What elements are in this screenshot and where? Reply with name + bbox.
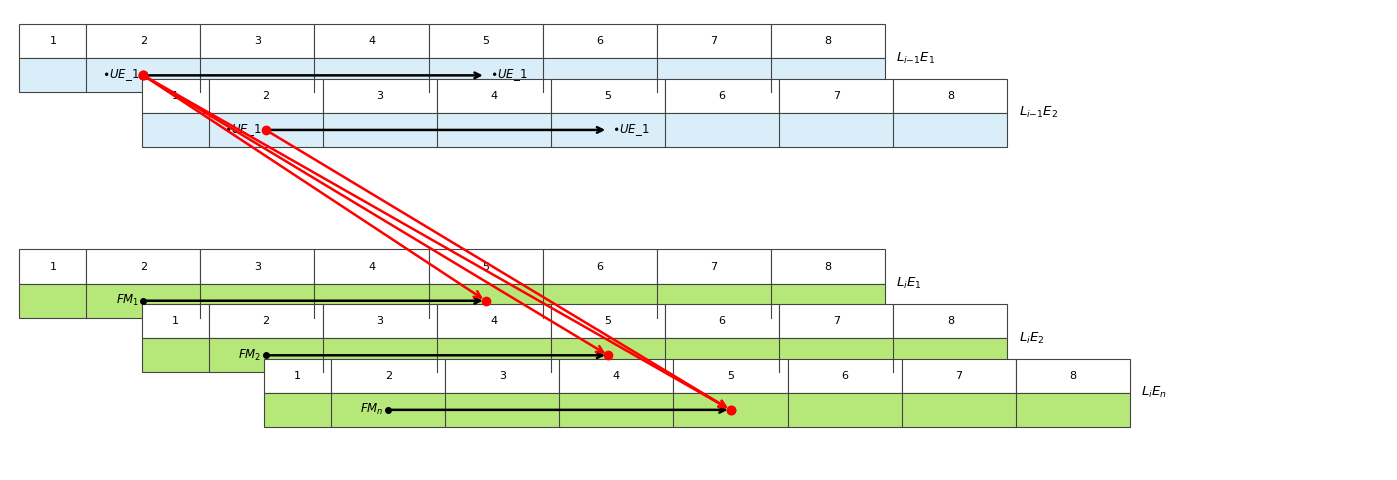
- Text: 4: 4: [490, 91, 497, 101]
- Bar: [437, 79, 550, 113]
- Bar: [673, 359, 788, 393]
- Text: 2: 2: [140, 36, 147, 46]
- Text: $FM_n$: $FM_n$: [360, 402, 384, 418]
- Text: 4: 4: [613, 371, 620, 381]
- Bar: [208, 304, 323, 338]
- Text: $\bullet UE\_1$: $\bullet UE\_1$: [612, 122, 650, 138]
- Bar: [142, 304, 208, 338]
- Bar: [665, 79, 780, 113]
- Bar: [264, 393, 1130, 427]
- Text: 7: 7: [956, 371, 963, 381]
- Text: 1: 1: [295, 371, 302, 381]
- Bar: [429, 250, 542, 284]
- Text: 8: 8: [947, 91, 954, 101]
- Text: 5: 5: [482, 262, 489, 272]
- Text: $L_iE_1$: $L_iE_1$: [895, 276, 922, 291]
- Text: 1: 1: [49, 36, 56, 46]
- Text: 6: 6: [597, 262, 604, 272]
- Text: 4: 4: [367, 36, 374, 46]
- Bar: [323, 79, 437, 113]
- Bar: [1016, 359, 1130, 393]
- Text: 8: 8: [824, 36, 831, 46]
- Bar: [542, 250, 657, 284]
- Text: $L_{i{-}1}E_1$: $L_{i{-}1}E_1$: [895, 51, 936, 66]
- Text: 3: 3: [376, 91, 383, 101]
- Text: 8: 8: [1069, 371, 1076, 381]
- Text: 1: 1: [172, 316, 179, 326]
- Text: 7: 7: [833, 316, 840, 326]
- Bar: [87, 250, 200, 284]
- Bar: [446, 359, 559, 393]
- Text: 3: 3: [376, 316, 383, 326]
- Bar: [200, 250, 314, 284]
- Bar: [542, 24, 657, 58]
- Text: $\bullet UE\_1$: $\bullet UE\_1$: [102, 67, 140, 84]
- Bar: [264, 359, 331, 393]
- Text: 3: 3: [499, 371, 506, 381]
- Bar: [780, 304, 893, 338]
- Text: 5: 5: [482, 36, 489, 46]
- Bar: [331, 359, 446, 393]
- Text: 7: 7: [710, 262, 718, 272]
- Bar: [314, 24, 429, 58]
- Bar: [200, 24, 314, 58]
- Text: 2: 2: [384, 371, 391, 381]
- Text: 5: 5: [726, 371, 733, 381]
- Bar: [323, 304, 437, 338]
- Bar: [20, 284, 884, 318]
- Text: 3: 3: [254, 262, 261, 272]
- Text: 5: 5: [605, 91, 612, 101]
- Bar: [20, 24, 87, 58]
- Text: 6: 6: [718, 91, 725, 101]
- Bar: [559, 359, 673, 393]
- Bar: [437, 304, 550, 338]
- Text: $L_iE_2$: $L_iE_2$: [1018, 331, 1044, 346]
- Text: $L_iE_n$: $L_iE_n$: [1141, 385, 1166, 400]
- Bar: [314, 250, 429, 284]
- Text: 3: 3: [254, 36, 261, 46]
- Bar: [771, 24, 884, 58]
- Bar: [550, 304, 665, 338]
- Text: 4: 4: [367, 262, 374, 272]
- Bar: [893, 304, 1007, 338]
- Text: 1: 1: [49, 262, 56, 272]
- Text: 7: 7: [710, 36, 718, 46]
- Text: $\bullet UE\_1$: $\bullet UE\_1$: [490, 67, 528, 84]
- Text: 4: 4: [490, 316, 497, 326]
- Bar: [87, 24, 200, 58]
- Text: 2: 2: [263, 91, 270, 101]
- Bar: [780, 79, 893, 113]
- Bar: [142, 338, 1007, 372]
- Bar: [208, 79, 323, 113]
- Text: $FM_2$: $FM_2$: [239, 348, 261, 363]
- Bar: [893, 79, 1007, 113]
- Text: 2: 2: [140, 262, 147, 272]
- Bar: [665, 304, 780, 338]
- Text: 6: 6: [597, 36, 604, 46]
- Text: 6: 6: [841, 371, 848, 381]
- Text: 7: 7: [833, 91, 840, 101]
- Text: $L_{i{-}1}E_2$: $L_{i{-}1}E_2$: [1018, 105, 1058, 120]
- Text: $FM_1$: $FM_1$: [116, 293, 140, 308]
- Bar: [901, 359, 1016, 393]
- Bar: [142, 113, 1007, 147]
- Bar: [20, 250, 87, 284]
- Text: 8: 8: [824, 262, 831, 272]
- Text: $\bullet UE\_1$: $\bullet UE\_1$: [224, 122, 261, 138]
- Text: 1: 1: [172, 91, 179, 101]
- Text: 2: 2: [263, 316, 270, 326]
- Bar: [657, 24, 771, 58]
- Text: 5: 5: [605, 316, 612, 326]
- Bar: [550, 79, 665, 113]
- Bar: [429, 24, 542, 58]
- Text: 8: 8: [947, 316, 954, 326]
- Bar: [788, 359, 901, 393]
- Bar: [657, 250, 771, 284]
- Bar: [142, 79, 208, 113]
- Bar: [771, 250, 884, 284]
- Bar: [20, 58, 884, 93]
- Text: 6: 6: [718, 316, 725, 326]
